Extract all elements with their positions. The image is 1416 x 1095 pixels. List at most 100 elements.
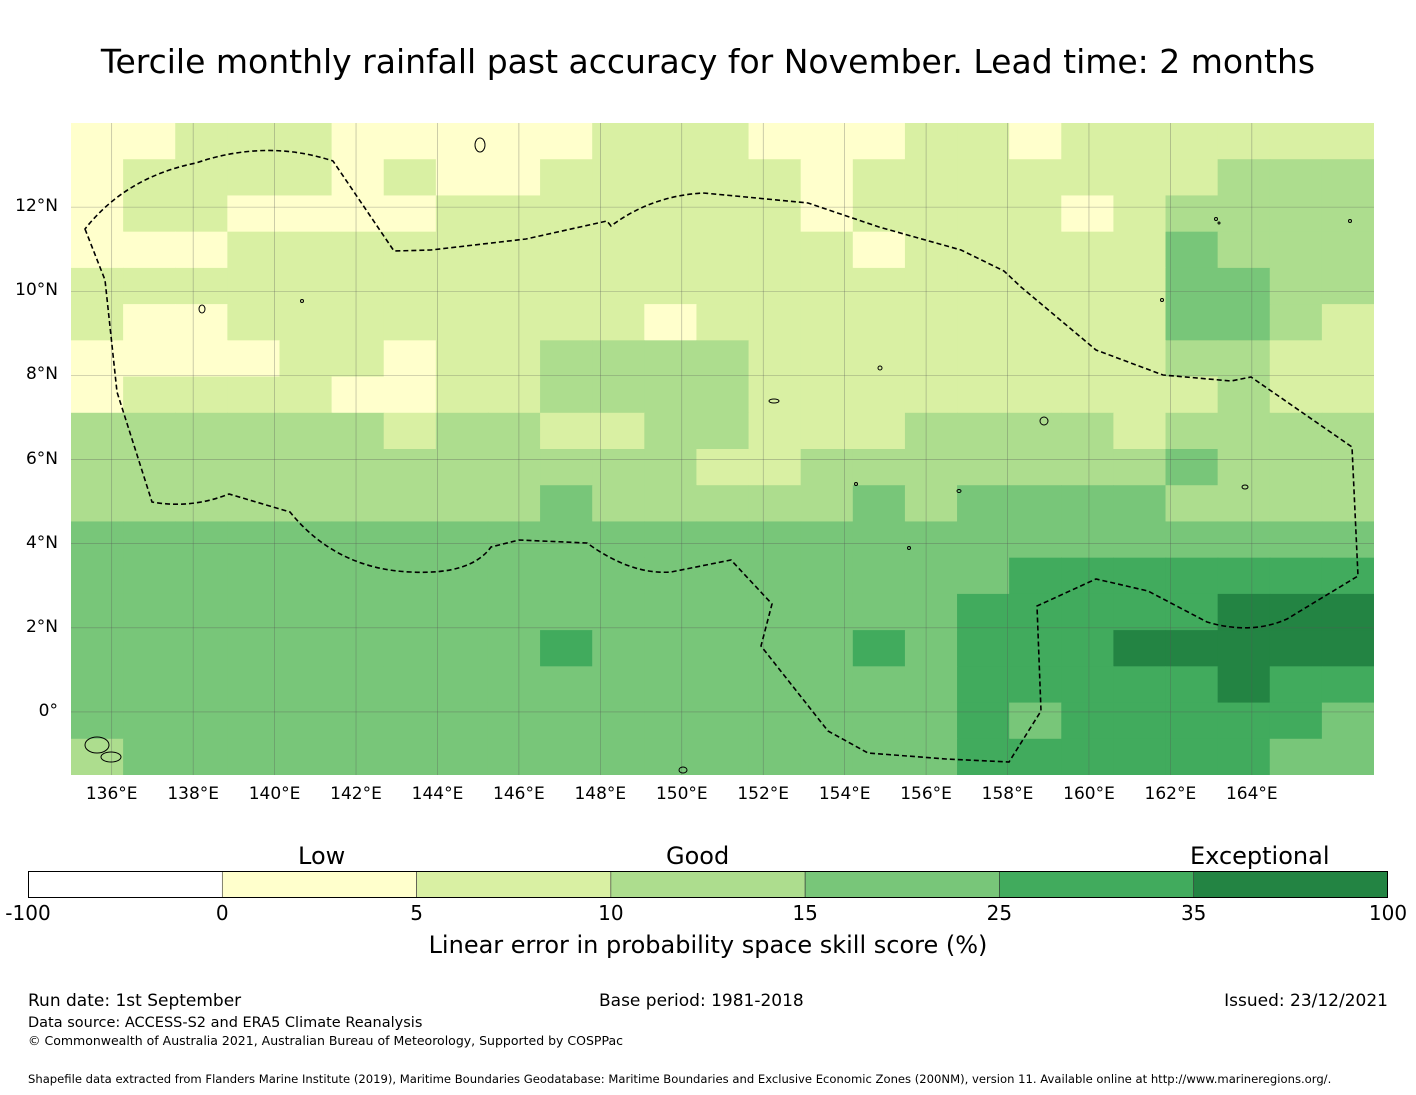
grid-cell <box>435 159 489 197</box>
latitude-tick-label: 12°N <box>15 196 58 217</box>
grid-cell <box>279 666 333 704</box>
grid-cell <box>592 630 645 667</box>
grid-cell <box>331 412 385 450</box>
island-outline <box>198 304 206 314</box>
grid-cell <box>1321 231 1374 269</box>
grid-cell <box>957 630 1010 667</box>
grid-cell <box>592 449 645 486</box>
grid-cell <box>123 449 176 486</box>
grid-cell <box>331 231 385 269</box>
grid-cell <box>696 449 750 486</box>
grid-cell <box>1217 702 1271 740</box>
grid-cell <box>540 267 593 305</box>
grid-cell <box>748 159 802 197</box>
grid-cell <box>1321 304 1374 341</box>
grid-cell <box>748 738 802 775</box>
grid-cell <box>1061 593 1114 631</box>
grid-cell <box>227 738 281 775</box>
grid-cell <box>904 304 958 341</box>
grid-cell <box>1165 195 1219 233</box>
grid-cell <box>1061 231 1114 269</box>
eez-boundary <box>84 149 1359 763</box>
grid-cell <box>748 593 802 631</box>
grid-cell <box>487 593 541 631</box>
grid-cell <box>1009 340 1062 378</box>
grid-cell <box>852 340 906 378</box>
longitude-tick-label: 136°E <box>85 784 138 804</box>
grid-cell <box>227 702 281 740</box>
grid-cell <box>904 159 958 197</box>
grid-cell <box>331 738 385 775</box>
grid-cell <box>227 267 281 305</box>
grid-cell <box>1321 485 1374 523</box>
grid-cell <box>852 376 906 414</box>
grid-cell <box>852 702 906 740</box>
grid-cell <box>1269 702 1323 740</box>
grid-cell <box>487 666 541 704</box>
grid-cell <box>800 521 854 559</box>
grid-cell <box>904 340 958 378</box>
grid-cell <box>71 485 124 523</box>
grid-cell <box>800 593 854 631</box>
grid-cell <box>957 738 1010 775</box>
grid-cell <box>852 159 906 197</box>
grid-cell <box>1061 123 1114 160</box>
grid-cell <box>331 702 385 740</box>
grid-cell <box>227 485 281 523</box>
grid-cell <box>1009 557 1062 595</box>
grid-cell <box>1113 159 1167 197</box>
grid-cell <box>71 412 124 450</box>
grid-cell <box>592 485 645 523</box>
shapefile-note: Shapefile data extracted from Flanders M… <box>28 1072 1332 1086</box>
grid-cell <box>748 485 802 523</box>
latitude-tick-label: 2°N <box>25 616 58 637</box>
grid-cell <box>1217 231 1271 269</box>
grid-cell <box>592 159 645 197</box>
longitude-tick-label: 140°E <box>248 784 301 804</box>
colorbar-segment <box>999 871 1195 898</box>
grid-cell <box>71 521 124 559</box>
grid-cell <box>540 231 593 269</box>
colorbar <box>28 871 1388 898</box>
grid-cell <box>1009 666 1062 704</box>
colorbar-segment <box>610 871 806 898</box>
grid-cell <box>1009 304 1062 341</box>
grid-cell <box>957 340 1010 378</box>
grid-cell <box>175 702 228 740</box>
longitude-tick-label: 162°E <box>1144 784 1197 804</box>
grid-cell <box>748 376 802 414</box>
grid-cell <box>71 738 124 775</box>
grid-cell <box>957 521 1010 559</box>
grid-cell <box>1321 340 1374 378</box>
grid-cell <box>487 304 541 341</box>
grid-cell <box>279 195 333 233</box>
grid-cell <box>1113 449 1167 486</box>
grid-cell <box>1269 267 1323 305</box>
grid-cell <box>1009 630 1062 667</box>
grid-cell <box>696 231 750 269</box>
grid-cell <box>435 340 489 378</box>
grid-cell <box>227 159 281 197</box>
grid-cell <box>1165 304 1219 341</box>
grid-cell <box>383 593 437 631</box>
grid-cell <box>1217 304 1271 341</box>
grid-cell <box>904 412 958 450</box>
grid-cell <box>175 123 228 160</box>
grid-cell <box>331 340 385 378</box>
longitude-tick-label: 150°E <box>655 784 708 804</box>
grid-cell <box>1009 195 1062 233</box>
grid-cell <box>123 195 176 233</box>
grid-cell <box>175 630 228 667</box>
island-outline <box>768 398 780 404</box>
run-date: Run date: 1st September <box>28 991 242 1011</box>
island-outline <box>907 546 911 550</box>
grid-cell <box>175 449 228 486</box>
copyright-notice: © Commonwealth of Australia 2021, Austra… <box>28 1033 623 1048</box>
grid-cell <box>957 195 1010 233</box>
grid-cell <box>71 231 124 269</box>
grid-cell <box>1217 485 1271 523</box>
grid-cell <box>904 376 958 414</box>
grid-cell <box>540 666 593 704</box>
grid-cell <box>644 449 698 486</box>
grid-cell <box>800 630 854 667</box>
